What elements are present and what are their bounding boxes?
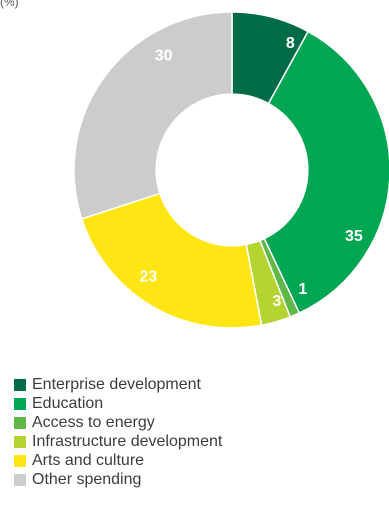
data-label-enterprise-development: 8 xyxy=(286,35,295,52)
legend-item-education: Education xyxy=(14,394,222,413)
legend-label: Arts and culture xyxy=(32,452,145,469)
legend-item-access-to-energy: Access to energy xyxy=(14,413,222,432)
legend-swatch xyxy=(14,378,26,391)
data-label-education: 35 xyxy=(345,228,363,245)
legend: Enterprise development Education Access … xyxy=(14,375,222,489)
data-label-other-spending: 30 xyxy=(155,47,173,64)
legend-swatch xyxy=(14,397,26,410)
legend-label: Education xyxy=(32,395,104,412)
legend-swatch xyxy=(14,416,26,429)
data-label-access-to-energy: 1 xyxy=(298,281,307,298)
data-label-infrastructure-development: 3 xyxy=(272,293,281,310)
legend-label: Other spending xyxy=(32,471,142,488)
legend-item-enterprise-development: Enterprise development xyxy=(14,375,222,394)
legend-swatch xyxy=(14,473,26,486)
legend-label: Access to energy xyxy=(32,414,155,431)
legend-swatch xyxy=(14,435,26,448)
legend-item-arts-and-culture: Arts and culture xyxy=(14,451,222,470)
slice-education xyxy=(263,30,389,314)
donut-chart: 8 35 13 23 30 xyxy=(73,11,389,329)
legend-swatch xyxy=(14,454,26,467)
unit-label: (%) xyxy=(0,0,19,9)
legend-label: Enterprise development xyxy=(32,376,201,393)
slice-arts-and-culture xyxy=(80,192,263,329)
legend-item-infrastructure-development: Infrastructure development xyxy=(14,432,222,451)
legend-label: Infrastructure development xyxy=(32,433,223,450)
data-label-arts-and-culture: 23 xyxy=(139,268,157,285)
slice-other-spending xyxy=(73,11,233,220)
legend-item-other-spending: Other spending xyxy=(14,470,222,489)
